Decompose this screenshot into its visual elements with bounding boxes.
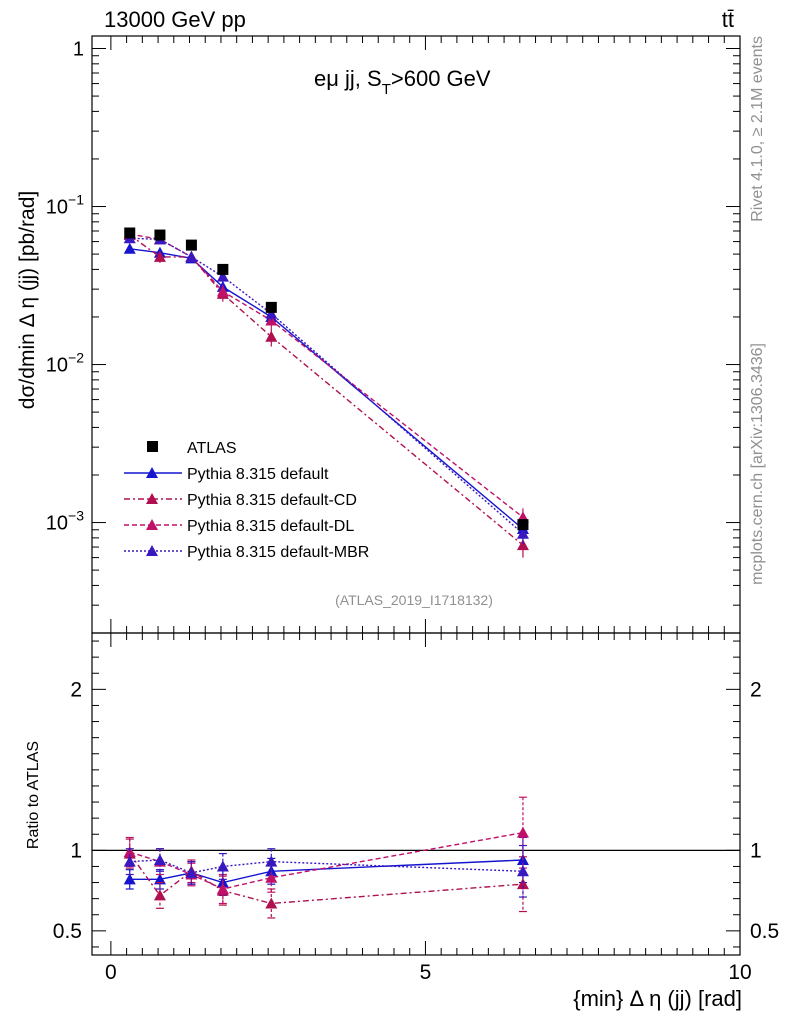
atlas-data-point: [265, 301, 277, 313]
legend-atlas-label: ATLAS: [187, 440, 237, 457]
ratio-axis-ticks: 0.5 0.5 1 1 2 2: [53, 640, 779, 948]
series-3-point: [216, 270, 229, 282]
atlas-data-point: [154, 229, 166, 241]
series-1-ratio-point: [516, 878, 529, 890]
atlas-data-point: [124, 227, 136, 239]
y-tick-base: 10: [46, 355, 68, 377]
x-axis-ticks: 0 5 10: [105, 36, 752, 984]
series-3-point: [185, 250, 198, 262]
ratio-tick-label-left: 2: [70, 678, 82, 701]
main-axis-ticks: 10−310−210−11: [46, 39, 740, 634]
series-2-ratio-point: [265, 871, 278, 883]
atlas-data-layer: [124, 227, 529, 531]
main-y-axis-label: dσ/dmin Δ η (jj) [pb/rad]: [16, 191, 39, 409]
series-0-ratio: [123, 836, 529, 897]
ratio-series-layer: [123, 796, 529, 919]
header-right: tt̄: [722, 7, 734, 32]
series-2-ratio-point: [516, 826, 529, 838]
legend-series-1-marker: [146, 493, 158, 504]
y-tick-exponent: −3: [68, 508, 84, 524]
ratio-tick-label-right: 2: [750, 678, 762, 701]
ratio-tick-label-right: 1: [750, 839, 762, 862]
x-axis-label: {min} Δ η (jj) [rad]: [573, 986, 742, 1011]
ratio-plot-frame: [91, 632, 741, 956]
y-tick-label: 1: [73, 39, 84, 61]
series-0-point: [123, 242, 136, 254]
legend-series-2-marker: [146, 519, 158, 530]
plot-title-main: eμ jj, S: [314, 66, 382, 91]
ratio-tick-label-right: 0.5: [750, 920, 779, 943]
y-tick-exponent: −2: [68, 350, 84, 366]
legend-series-3-marker: [146, 545, 158, 556]
series-1-point: [153, 250, 166, 262]
y-tick-label: 10−2: [46, 350, 84, 377]
plot-title-tail: >600 GeV: [391, 66, 491, 91]
series-1-ratio-line: [129, 853, 524, 905]
atlas-data-point: [217, 263, 229, 275]
series-0-ratio-point: [123, 873, 136, 885]
series-3-ratio-point: [153, 854, 166, 866]
series-3-ratio-point: [265, 855, 278, 867]
series-0-ratio-line: [129, 859, 523, 884]
series-3-ratio-point: [216, 860, 229, 872]
ratio-y-axis-label: Ratio to ATLAS: [25, 741, 42, 849]
series-2-point: [216, 285, 229, 297]
series-0-line: [129, 248, 524, 530]
series-2-ratio-point: [216, 882, 229, 894]
legend-series-0-marker: [146, 467, 158, 478]
mcplots-source-note: mcplots.cern.ch [arXiv:1306.3436]: [749, 343, 766, 585]
y-tick-exponent: −1: [68, 192, 84, 208]
y-tick-label: 10−3: [46, 508, 84, 535]
legend: ATLAS Pythia 8.315 default Pythia 8.315 de…: [124, 440, 369, 561]
plot-title-sub: T: [382, 81, 391, 98]
header-left: 13000 GeV pp: [104, 7, 246, 32]
rivet-version-note: Rivet 4.1.0, ≥ 2.1M events: [749, 36, 766, 222]
series-3-line: [129, 237, 524, 535]
legend-atlas-marker: [147, 441, 158, 452]
y-tick-base: 1: [73, 39, 84, 61]
series-3-ratio-line: [129, 859, 523, 874]
y-tick-label: 10−1: [46, 192, 84, 219]
series-1-point: [265, 330, 278, 342]
series-1-ratio-point: [265, 897, 278, 909]
series-3-ratio-point: [185, 866, 198, 878]
ratio-tick-label-left: 0.5: [53, 920, 82, 943]
analysis-watermark: (ATLAS_2019_I1718132): [335, 592, 493, 608]
legend-series-1-label: Pythia 8.315 default-CD: [187, 492, 357, 509]
x-tick-label: 10: [728, 961, 751, 984]
y-tick-base: 10: [46, 513, 68, 535]
series-3-ratio-point: [516, 865, 529, 877]
series-0-ratio-point: [153, 873, 166, 885]
series-1-line: [129, 234, 524, 546]
series-3-point: [516, 527, 529, 539]
atlas-data-point: [517, 519, 529, 531]
y-tick-base: 10: [46, 197, 68, 219]
atlas-data-point: [185, 239, 197, 251]
series-1-ratio-point: [153, 889, 166, 901]
x-tick-label: 5: [420, 961, 432, 984]
series-3-point: [265, 307, 278, 319]
ratio-tick-label-left: 1: [70, 839, 82, 862]
plot-title: eμ jj, ST>600 GeV: [314, 66, 491, 98]
legend-series-3-label: Pythia 8.315 default-MBR: [187, 544, 369, 561]
series-2-ratio-line: [129, 831, 524, 890]
legend-series-2-label: Pythia 8.315 default-DL: [187, 518, 354, 535]
legend-series-0-label: Pythia 8.315 default: [187, 466, 329, 483]
series-3-ratio: [123, 844, 529, 898]
x-tick-label: 0: [105, 961, 117, 984]
series-1-point: [516, 539, 529, 551]
series-3-ratio-point: [123, 855, 136, 867]
